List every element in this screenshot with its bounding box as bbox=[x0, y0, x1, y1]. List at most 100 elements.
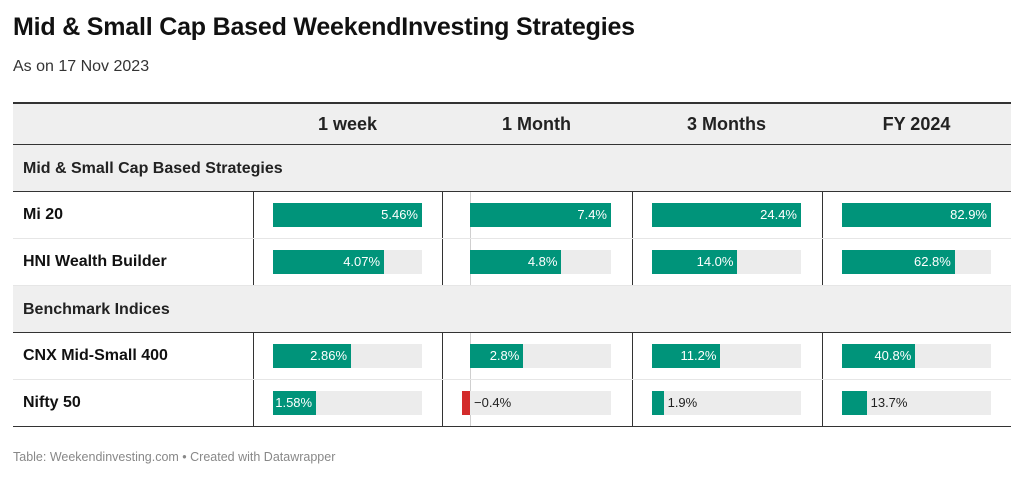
row-label: Mi 20 bbox=[23, 206, 64, 223]
value-cell: 40.8% bbox=[822, 333, 1011, 379]
chart-subtitle: As on 17 Nov 2023 bbox=[13, 58, 150, 75]
bar-track: 82.9% bbox=[842, 203, 991, 227]
column-divider bbox=[253, 380, 254, 426]
group-header-row: Benchmark Indices bbox=[13, 286, 1011, 333]
group-header-row: Mid & Small Cap Based Strategies bbox=[13, 145, 1011, 192]
value-bar bbox=[470, 203, 611, 227]
bar-track: 14.0% bbox=[652, 250, 801, 274]
value-cell: 14.0% bbox=[632, 239, 821, 285]
column-header: 1 Month bbox=[502, 114, 571, 134]
column-header: FY 2024 bbox=[882, 114, 951, 134]
value-label: 82.9% bbox=[950, 207, 987, 222]
value-cell: 11.2% bbox=[632, 333, 821, 379]
value-label: 2.86% bbox=[310, 348, 348, 363]
bar-track: 5.46% bbox=[273, 203, 422, 227]
bar-track: 4.8% bbox=[470, 250, 611, 274]
table-row: Mi 20 5.46% 7.4% 24.4% 82.9% bbox=[13, 192, 1011, 239]
value-bar bbox=[842, 391, 867, 415]
value-cell: −0.4% bbox=[442, 380, 631, 426]
value-cell: 4.8% bbox=[442, 239, 631, 285]
bar-track: 4.07% bbox=[273, 250, 422, 274]
column-divider bbox=[253, 239, 254, 285]
chart-title: Mid & Small Cap Based WeekendInvesting S… bbox=[13, 13, 635, 41]
value-label: 24.4% bbox=[760, 207, 797, 222]
value-cell: 62.8% bbox=[822, 239, 1011, 285]
value-bar bbox=[842, 344, 916, 368]
value-bar bbox=[273, 344, 352, 368]
column-divider bbox=[442, 333, 443, 379]
value-bar bbox=[652, 391, 664, 415]
value-label: 14.0% bbox=[696, 254, 734, 269]
column-divider bbox=[822, 380, 823, 426]
group-label: Mid & Small Cap Based Strategies bbox=[23, 160, 283, 177]
value-bar bbox=[652, 203, 801, 227]
value-label: 11.2% bbox=[680, 348, 717, 363]
table-row: Nifty 50 1.58% −0.4% 1.9% 13.7% bbox=[13, 380, 1011, 427]
value-cell: 2.86% bbox=[253, 333, 442, 379]
row-label: HNI Wealth Builder bbox=[23, 253, 167, 270]
value-bar bbox=[273, 250, 385, 274]
value-cell: 2.8% bbox=[442, 333, 631, 379]
value-label: 1.58% bbox=[275, 395, 313, 410]
data-table: 1 week 1 Month 3 Months FY 2024 Mid & Small… bbox=[13, 102, 1011, 427]
value-bar bbox=[273, 203, 422, 227]
column-divider bbox=[822, 239, 823, 285]
value-cell: 13.7% bbox=[822, 380, 1011, 426]
value-cell: 24.4% bbox=[632, 192, 821, 238]
column-divider bbox=[632, 380, 633, 426]
value-bar bbox=[470, 344, 524, 368]
value-cell: 7.4% bbox=[442, 192, 631, 238]
value-label: 2.8% bbox=[489, 348, 520, 363]
value-bar bbox=[842, 203, 991, 227]
bar-track: 13.7% bbox=[842, 391, 991, 415]
bar-track: 1.58% bbox=[273, 391, 422, 415]
bar-track: 11.2% bbox=[652, 344, 801, 368]
value-label: 40.8% bbox=[874, 348, 912, 363]
chart-footer: Table: Weekendinvesting.com • Created wi… bbox=[13, 450, 336, 464]
column-divider bbox=[822, 333, 823, 379]
bar-track: 7.4% bbox=[470, 203, 611, 227]
value-label: 13.7% bbox=[870, 395, 908, 410]
bar-track: 1.9% bbox=[652, 391, 801, 415]
bar-track: 24.4% bbox=[652, 203, 801, 227]
column-divider bbox=[253, 192, 254, 238]
value-bar bbox=[462, 391, 470, 415]
column-divider bbox=[442, 380, 443, 426]
table-row: HNI Wealth Builder 4.07% 4.8% 14.0% 62.8% bbox=[13, 239, 1011, 286]
column-divider bbox=[253, 333, 254, 379]
table-body: Mid & Small Cap Based Strategies Mi 20 5.4… bbox=[13, 145, 1011, 427]
table-header: 1 week 1 Month 3 Months FY 2024 bbox=[13, 102, 1011, 145]
bar-track: 2.8% bbox=[470, 344, 611, 368]
value-label: 62.8% bbox=[913, 254, 951, 269]
row-label: CNX Mid-Small 400 bbox=[23, 347, 168, 364]
group-label: Benchmark Indices bbox=[23, 301, 170, 318]
value-label: 7.4% bbox=[577, 207, 607, 222]
value-cell: 4.07% bbox=[253, 239, 442, 285]
column-header: 1 week bbox=[317, 114, 378, 134]
column-divider bbox=[632, 192, 633, 238]
value-cell: 5.46% bbox=[253, 192, 442, 238]
value-cell: 1.9% bbox=[632, 380, 821, 426]
value-cell: 82.9% bbox=[822, 192, 1011, 238]
column-header: 3 Months bbox=[687, 114, 766, 134]
value-bar bbox=[652, 250, 738, 274]
column-divider bbox=[442, 192, 443, 238]
value-label: 4.8% bbox=[527, 254, 558, 269]
bar-track: 40.8% bbox=[842, 344, 991, 368]
value-bar bbox=[470, 250, 562, 274]
value-bar bbox=[842, 250, 955, 274]
column-divider bbox=[632, 239, 633, 285]
column-divider bbox=[442, 239, 443, 285]
value-label: −0.4% bbox=[474, 395, 512, 410]
row-label: Nifty 50 bbox=[23, 394, 81, 411]
value-label: 5.46% bbox=[381, 207, 418, 222]
bar-track: 62.8% bbox=[842, 250, 991, 274]
column-divider bbox=[822, 192, 823, 238]
value-bar bbox=[273, 391, 317, 415]
value-bar bbox=[652, 344, 721, 368]
bar-track: −0.4% bbox=[462, 391, 611, 415]
table-row: CNX Mid-Small 400 2.86% 2.8% 11.2% 40.8% bbox=[13, 333, 1011, 380]
value-cell: 1.58% bbox=[253, 380, 442, 426]
column-divider bbox=[632, 333, 633, 379]
value-label: 1.9% bbox=[667, 395, 698, 410]
